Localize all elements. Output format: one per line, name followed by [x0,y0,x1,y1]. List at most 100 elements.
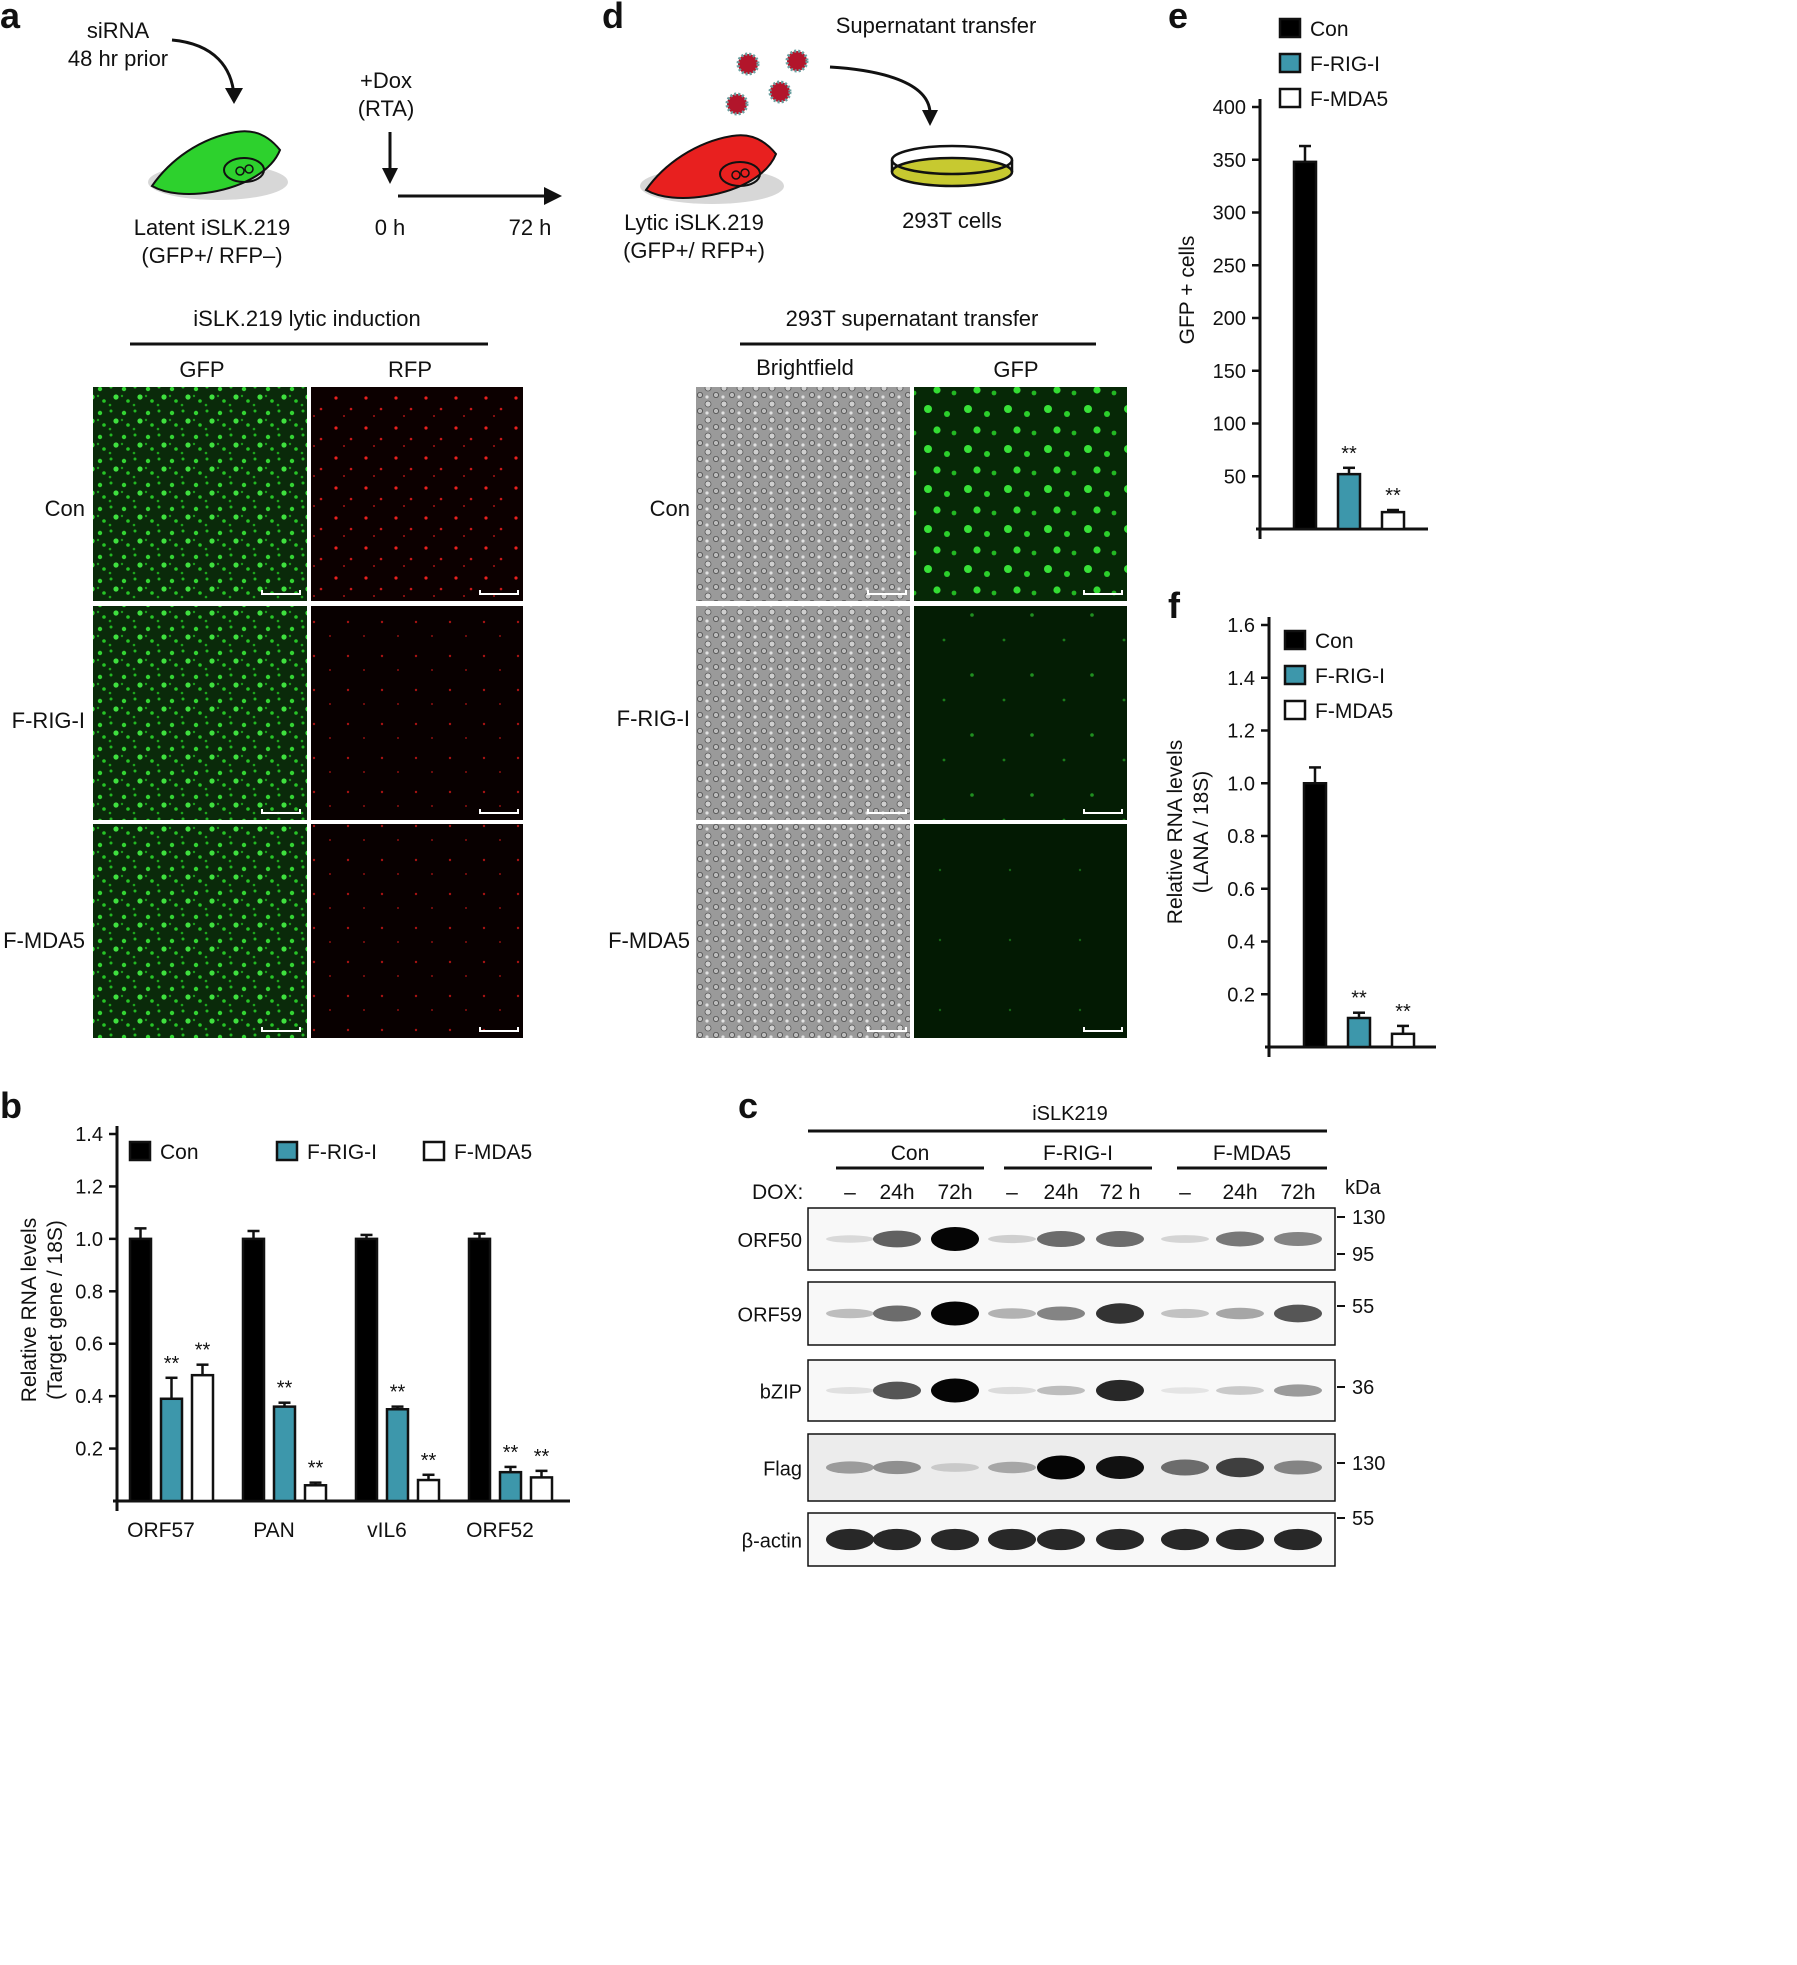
band [826,1308,874,1319]
band [1096,1231,1144,1247]
band [1037,1528,1085,1551]
micrograph-bf-rig [696,606,910,820]
band [873,1528,921,1551]
x-tick-label: PAN [253,1519,295,1542]
time-72h: 72 h [509,215,552,240]
blot-label: β-actin [742,1531,802,1553]
x-tick-label: ORF57 [127,1519,195,1542]
band [1096,1528,1144,1551]
micrograph-gfp-mda [93,824,307,1038]
y-tick-label: 0.8 [1227,826,1255,848]
y-tick-label: 1.0 [1227,773,1255,795]
legend-label: Con [1315,630,1354,653]
latent-cell-markers: (GFP+/ RFP–) [141,243,282,268]
micrograph-rfp-rig [311,606,523,820]
panel-label-c: c [738,1085,758,1126]
legend-swatch-f-mda5 [1283,699,1307,721]
bar-f-mda5 [416,1478,441,1503]
lane-label: 24h [1043,1181,1078,1204]
timeline-arrowhead-icon [544,187,562,205]
legend-label: Con [1310,18,1349,41]
y-tick-label: 350 [1213,150,1246,172]
bar-f-mda5 [1390,1032,1416,1049]
lane-label: 72h [1280,1181,1315,1204]
panel-label-f: f [1168,585,1181,626]
y-tick-label: 1.6 [1227,615,1255,637]
group-label: F-MDA5 [1213,1142,1291,1165]
micrograph-gfp2-con [914,387,1127,601]
group-label: Con [891,1142,930,1165]
bar-f-mda5 [1380,510,1406,531]
bar-con [1292,160,1318,531]
row2-mda-label: F-MDA5 [608,928,690,953]
significance-label: ** [390,1382,406,1404]
y-tick-label: 300 [1213,203,1246,225]
significance-label: ** [534,1446,550,1468]
panel-label-a: a [0,0,21,36]
legend-swatch-con [1283,629,1307,651]
marker-label: 55 [1352,1296,1374,1318]
y-tick-label: 1.4 [75,1124,103,1146]
lane-label: 24h [1222,1181,1257,1204]
lytic-cell-label: Lytic iSLK.219 [624,210,764,235]
supernatant-transfer-label: Supernatant transfer [836,13,1037,38]
bar-con [354,1237,379,1503]
y-tick-label: 0.4 [75,1386,103,1408]
y-tick-label: 400 [1213,97,1246,119]
band [826,1387,874,1394]
virion-icons [725,49,809,116]
lane-label: – [1006,1181,1018,1204]
lytic-induction-header: iSLK.219 lytic induction [193,306,420,331]
lytic-cell-markers: (GFP+/ RFP+) [623,238,765,263]
panel-label-b: b [0,1085,22,1126]
transfer-section-header: 293T supernatant transfer [786,306,1039,331]
significance-label: ** [1385,485,1401,507]
band [1274,1304,1322,1323]
dox-label: +Dox [360,68,412,93]
row-con-label: Con [45,496,85,521]
bar-f-mda5 [190,1373,215,1503]
row2-rig-label: F-RIG-I [617,706,690,731]
y-tick-label: 50 [1224,466,1246,488]
band [1096,1303,1144,1324]
micrograph-bf-mda [696,824,910,1038]
band [988,1308,1036,1319]
rta-label: (RTA) [358,96,415,121]
significance-label: ** [308,1458,324,1480]
significance-label: ** [195,1340,211,1362]
y-tick-label: 250 [1213,255,1246,277]
y-tick-label: 150 [1213,361,1246,383]
blot-label: ORF50 [738,1230,802,1252]
band [1161,1528,1209,1551]
band [931,1463,979,1472]
chart-b: 0.2 0.4 0.6 0.8 1.0 1.2 1.4 Relative RNA levels… [18,1124,570,1542]
lane-label: 24h [879,1181,914,1204]
micrograph-gfp-rig [93,606,307,820]
marker-label: 95 [1352,1244,1374,1266]
dox-arrowhead-icon [382,168,398,184]
band [988,1461,1036,1474]
panel-a-images: iSLK.219 lytic induction GFP RFP Con F-R… [3,306,523,1038]
dox-label: DOX: [752,1181,803,1204]
sirna-timing-label: 48 hr prior [68,46,168,71]
y-axis-label: GFP + cells [1176,236,1199,345]
legend-label: F-MDA5 [454,1141,532,1164]
dish-label: 293T cells [902,208,1002,233]
significance-label: ** [1341,443,1357,465]
y-tick-label: 1.2 [1227,721,1255,743]
y-tick-label: 1.2 [75,1176,103,1198]
transfer-arrowhead-icon [922,110,938,126]
significance-label: ** [503,1442,519,1464]
bar-f-rig-i [1336,472,1362,531]
band [988,1386,1036,1395]
panel-a-schematic: siRNA 48 hr prior Latent iSLK.219 (GFP+/… [68,18,562,268]
y-tick-label: 1.4 [1227,668,1255,690]
y-tick-label: 0.6 [75,1334,103,1356]
latent-cell-label: Latent iSLK.219 [134,215,291,240]
col-rfp-label: RFP [388,357,432,382]
legend-label: F-RIG-I [1310,53,1380,76]
micrograph-gfp-con [93,387,307,601]
band [1274,1460,1322,1475]
chart-e: 50 100 150 200 250 300 350 400 GFP + cells ** ** Co… [1176,17,1428,539]
